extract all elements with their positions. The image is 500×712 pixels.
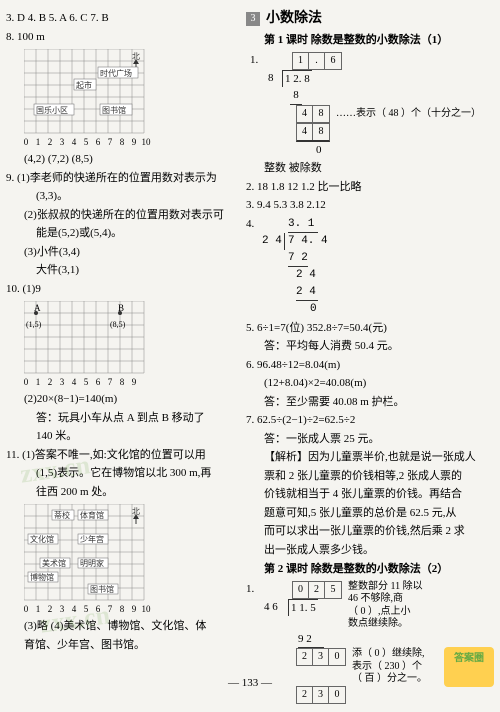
svg-text:国乐小区: 国乐小区 xyxy=(36,105,68,115)
l2-mid-boxes: 2 3 0 xyxy=(296,648,346,666)
svg-text:明明家: 明明家 xyxy=(80,558,104,568)
svg-text:时代广场: 时代广场 xyxy=(100,68,132,78)
r-q5a: 5. 6÷1=7(位) 352.8÷7=50.4(元) xyxy=(246,320,494,337)
q1-label: 1. xyxy=(250,52,264,69)
q8-title: 8. 100 m xyxy=(6,29,238,46)
q9-3b: 大件(3,1) xyxy=(6,262,238,279)
dividend: 1 2. 8 xyxy=(282,70,312,88)
answer-row-3-7: 3. D 4. B 5. A 6. C 7. B xyxy=(6,10,238,27)
q11-xaxis: 012345678910 xyxy=(20,603,152,617)
r-q7a: 7. 62.5÷(2−1)÷2=62.5÷2 xyxy=(246,412,494,429)
q10-2b: 答：玩具小车从点 A 到点 B 移动了 xyxy=(6,410,238,427)
q10-title: 10. (1)9 xyxy=(6,281,238,298)
r-q6c: 答：至少需要 40.08 m 护栏。 xyxy=(246,394,494,411)
grid-svg-2: A B (1,5) (8,5) xyxy=(24,301,148,377)
q10-2c: 140 米。 xyxy=(6,428,238,445)
grid-svg-3: 北 蒂校 体育馆 文化馆 少年宫 美术馆 明明家 博物馆 图书馆 xyxy=(24,504,148,604)
l2-bot-boxes: 2 3 0 xyxy=(296,686,346,704)
q9-1: 9. (1)李老师的快递所在的位置用数对表示为 xyxy=(6,170,238,187)
svg-text:图书馆: 图书馆 xyxy=(102,105,126,115)
svg-text:少年宫: 少年宫 xyxy=(80,534,104,544)
r-q6b: (12+8.04)×2=40.08(m) xyxy=(246,375,494,392)
r-q7g: 而可以求出一张儿童票的价钱,然后乘 2 求 xyxy=(246,523,494,540)
svg-text:B: B xyxy=(118,303,124,313)
svg-text:蒂校: 蒂校 xyxy=(54,510,70,520)
r-q2: 2. 18 1.8 12 1.2 比一比略 xyxy=(246,179,494,196)
r-q7d: 票和 2 张儿童票的价钱相等,2 张成人票的 xyxy=(246,468,494,485)
svg-text:体育馆: 体育馆 xyxy=(80,510,104,520)
svg-text:美术馆: 美术馆 xyxy=(42,558,66,568)
q9-3: (3)小件(3,4) xyxy=(6,244,238,261)
svg-text:图书馆: 图书馆 xyxy=(90,584,114,594)
step1: 8 xyxy=(290,87,302,105)
r-q3: 3. 9.4 5.3 3.8 2.12 xyxy=(246,197,494,214)
q8-coords: (4,2) (7,2) (8,5) xyxy=(6,151,238,168)
q11-grid: 北 蒂校 体育馆 文化馆 少年宫 美术馆 明明家 博物馆 图书馆 0123456… xyxy=(24,504,238,604)
section-number: 3 xyxy=(246,12,260,26)
q8-grid: 北 时代广场 起市 国乐小区 图书馆 012345678910 xyxy=(24,49,238,137)
l2-annot-mid: 添（ 0 ）继续除, 表示（ 230 ）个 （ 百 ）分之一。 xyxy=(352,648,427,686)
svg-text:文化馆: 文化馆 xyxy=(30,534,54,544)
r-q6a: 6. 96.48÷12=8.04(m) xyxy=(246,357,494,374)
l2-top-boxes: 0 2 5 xyxy=(292,581,342,599)
annot-1: ……表示（ 48 ）个（十分之一） xyxy=(336,106,481,121)
zero: 0 xyxy=(316,142,481,159)
lesson-1-title: 第 1 课时 除数是整数的小数除法（1） xyxy=(246,32,494,49)
r-q4: 4. 3. 1 2 4 7 4. 4 7 2 2 4 2 4 0 xyxy=(246,216,494,318)
l2-annot-top: 整数部分 11 除以 46 不够除,商 （ 0 ）,点上小 数点继续除。 xyxy=(348,581,423,631)
r-q1: 1. 1 . 6 8 1 2. 8 8 xyxy=(250,52,494,159)
q10-2: (2)20×(8−1)=140(m) xyxy=(6,391,238,408)
step2-boxes: 4 8 xyxy=(296,123,330,142)
section-title: 小数除法 xyxy=(266,8,322,29)
q8-xaxis: 012345678910 xyxy=(20,136,152,150)
q9-1b: (3,3)。 xyxy=(6,188,238,205)
corner-logo: 答案圈 xyxy=(444,647,494,687)
q11-1: 11. (1)答案不唯一,如:文化馆的位置可以用 xyxy=(6,447,238,464)
divisor: 8 xyxy=(268,70,282,88)
q11-1c: 往西 200 m 处。 xyxy=(6,484,238,501)
q9-2: (2)张叔叔的快递所在的位置用数对表示可 xyxy=(6,207,238,224)
page-number: — 133 — xyxy=(228,675,272,692)
svg-text:(1,5): (1,5) xyxy=(26,320,42,329)
r-q7b: 答：一张成人票 25 元。 xyxy=(246,431,494,448)
q11-3: (3)略 (4)美术馆、博物馆、文化馆、体 xyxy=(6,618,238,635)
left-column: 3. D 4. B 5. A 6. C 7. B 8. 100 m xyxy=(6,8,238,704)
r-q7c: 【解析】因为儿童票半价,也就是说一张成人 xyxy=(246,449,494,466)
remainder-boxes: 4 8 xyxy=(296,105,330,123)
q10-grid: A B (1,5) (8,5) 0123456789 xyxy=(24,301,238,377)
svg-text:(8,5): (8,5) xyxy=(110,320,126,329)
right-column: 3 小数除法 第 1 课时 除数是整数的小数除法（1） 1. 1 . 6 8 xyxy=(246,8,494,704)
svg-text:博物馆: 博物馆 xyxy=(30,572,54,582)
r-q5b: 答：平均每人消费 50.4 元。 xyxy=(246,338,494,355)
section-header: 3 小数除法 xyxy=(246,8,494,29)
r-q1b: 整数 被除数 xyxy=(246,160,494,177)
q11-3b: 育馆、少年宫、图书馆。 xyxy=(6,637,238,654)
r-q7e: 价钱就相当于 4 张儿童票的价钱。再结合 xyxy=(246,486,494,503)
lesson-2-title: 第 2 课时 除数是整数的小数除法（2） xyxy=(246,561,494,578)
svg-text:起市: 起市 xyxy=(76,80,92,90)
quotient-boxes: 1 . 6 xyxy=(292,52,342,70)
grid-svg: 北 时代广场 起市 国乐小区 图书馆 xyxy=(24,49,148,137)
r-q7f: 题意可知,5 张儿童票的总价是 62.5 元,从 xyxy=(246,505,494,522)
r-q7h: 出一张成人票多少钱。 xyxy=(246,542,494,559)
svg-text:A: A xyxy=(34,303,41,313)
q9-2b: 能是(5,2)或(5,4)。 xyxy=(6,225,238,242)
q11-1b: (1,5)表示。它在博物馆以北 300 m,再 xyxy=(6,465,238,482)
q10-xaxis: 0123456789 xyxy=(20,376,140,390)
